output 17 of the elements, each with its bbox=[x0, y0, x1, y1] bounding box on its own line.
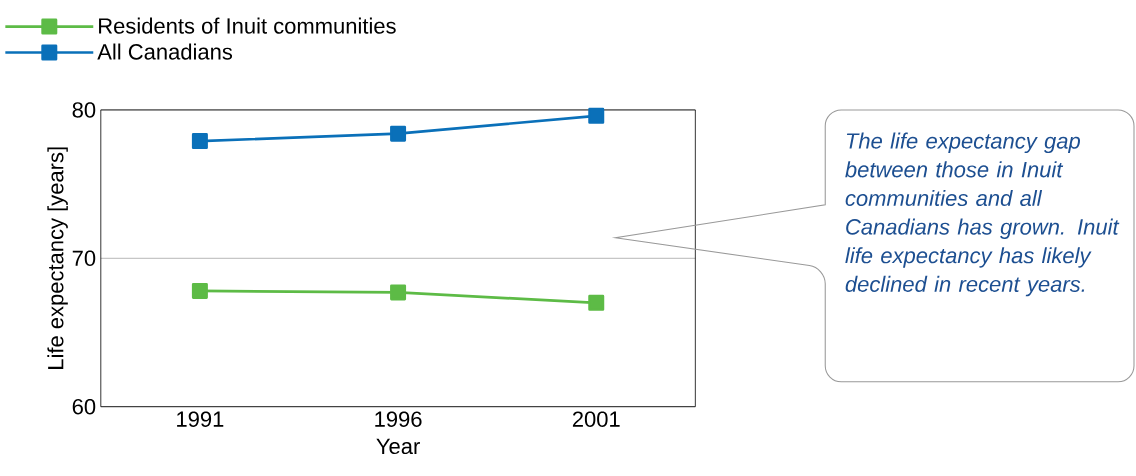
point bbox=[588, 295, 605, 311]
point bbox=[390, 284, 407, 301]
y-tick-label: 70 bbox=[72, 250, 96, 267]
legend-label: Residents of Inuit communities bbox=[99, 17, 396, 34]
point bbox=[390, 125, 407, 142]
x-tick-label: 1996 bbox=[375, 411, 422, 428]
x-axis-title: Year bbox=[376, 438, 420, 455]
x-tick-label: 1991 bbox=[177, 411, 224, 428]
y-axis-title: Life expectancy [years] bbox=[47, 147, 68, 370]
point bbox=[588, 108, 605, 125]
y-tick-label: 80 bbox=[72, 102, 96, 118]
legend-label: All Canadians bbox=[97, 43, 233, 60]
point bbox=[191, 133, 208, 150]
point bbox=[191, 283, 208, 300]
y-tick-label: 60 bbox=[72, 399, 96, 415]
x-tick-label: 2001 bbox=[572, 411, 620, 428]
text: The life expectancy gap between those in Inuit communities and all Canadians has grown. Inuit life expectancy has likely declined in recent years. bbox=[845, 132, 1120, 297]
